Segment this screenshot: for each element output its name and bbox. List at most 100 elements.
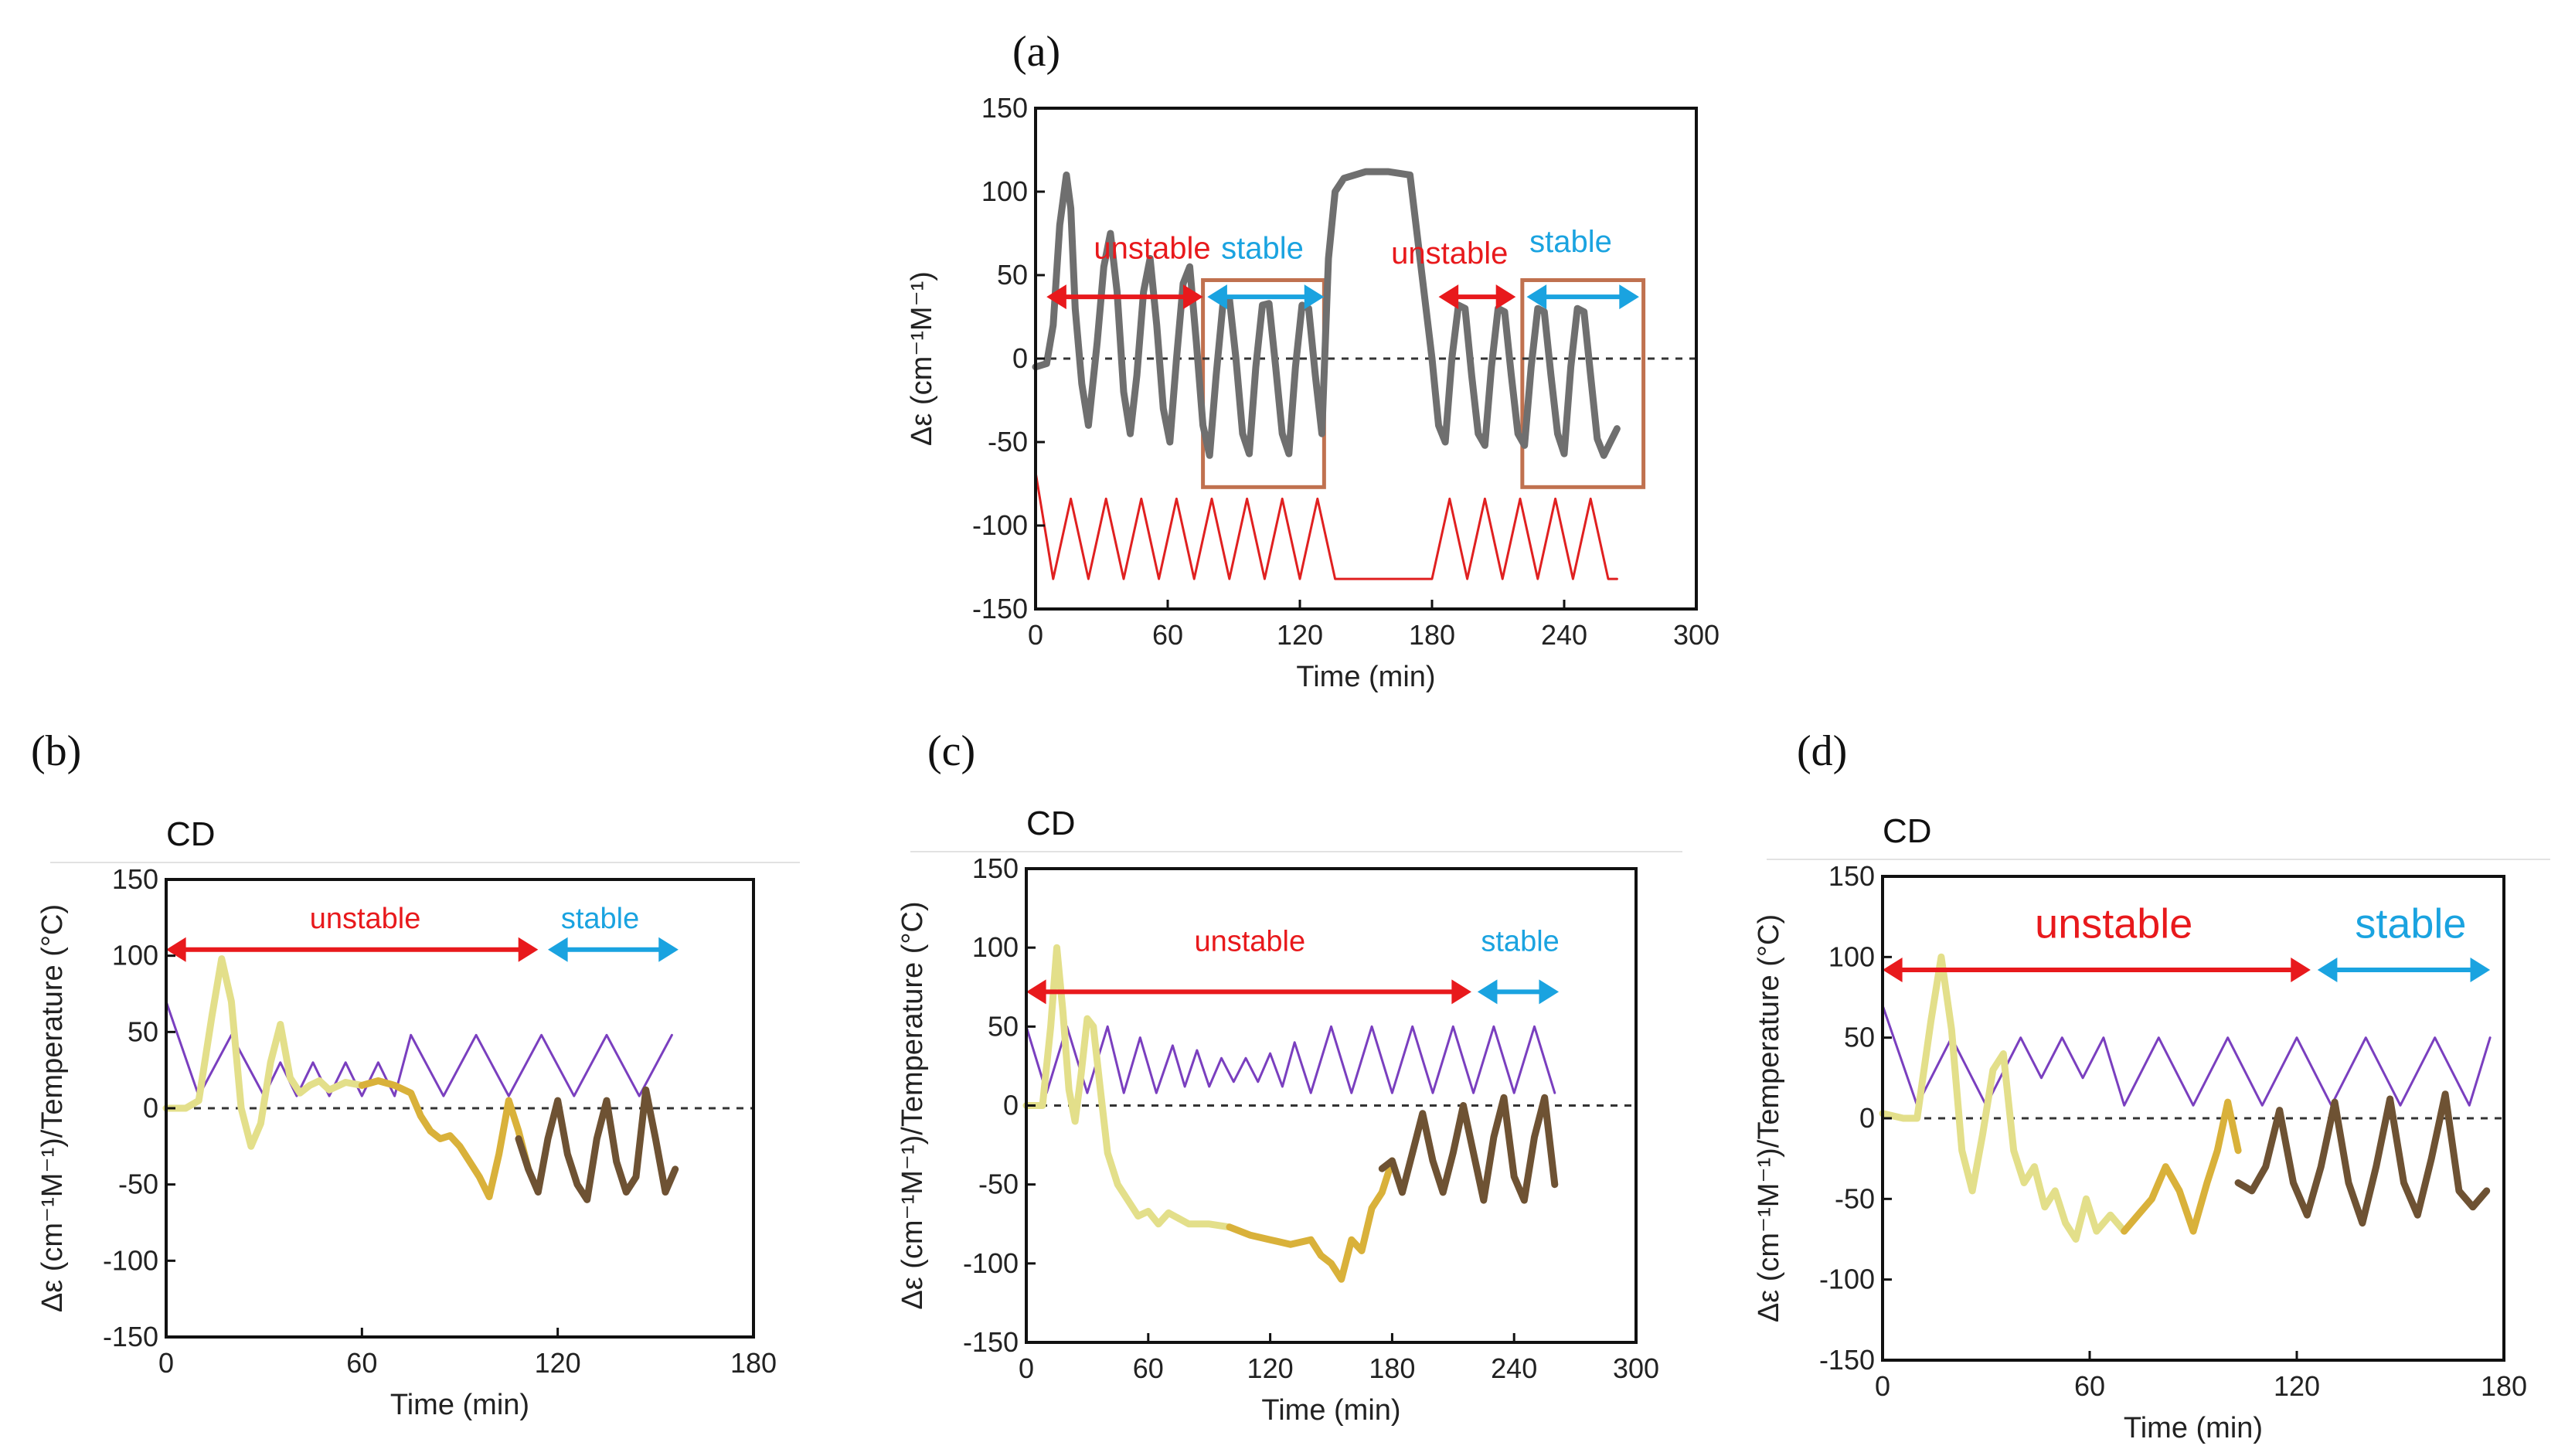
series-cd (1032, 168, 1621, 459)
y-tick-label: 50 (128, 1015, 158, 1047)
x-tick-label: 120 (1247, 1352, 1294, 1384)
y-tick-label: -100 (1819, 1264, 1875, 1295)
arrowhead-right (1451, 979, 1471, 1005)
x-tick-label: 120 (1277, 619, 1323, 651)
cd-title: CD (1026, 805, 1076, 842)
arrowhead-left (1883, 958, 1903, 983)
y-axis-label: Δε (cm⁻¹M⁻¹)/Temperature (°C) (36, 904, 69, 1312)
y-tick-label: -50 (988, 426, 1028, 458)
x-tick-label: 60 (1152, 619, 1183, 651)
y-tick-label: 0 (1859, 1102, 1875, 1134)
y-tick-label: 150 (972, 852, 1019, 884)
arrowhead-left (1526, 284, 1547, 310)
arrowhead-left (2317, 958, 2338, 983)
y-tick-label: 0 (143, 1092, 158, 1124)
x-tick-label: 180 (1409, 619, 1455, 651)
arrowhead-right (518, 937, 539, 962)
series-temperature (1034, 471, 1618, 580)
arrowhead-left (1026, 979, 1046, 1005)
arrowhead-left (1207, 284, 1227, 310)
y-tick-label: -100 (963, 1247, 1019, 1279)
x-axis-label: Time (min) (1296, 661, 1435, 693)
x-tick-label: 180 (1369, 1352, 1415, 1384)
series-cd-phase-2 (358, 1077, 532, 1200)
series-cd-phase-1 (162, 955, 366, 1150)
annotation-stable: stable (1481, 925, 1559, 958)
annotation-unstable: unstable (2035, 900, 2192, 947)
series-cd-phase-3 (1378, 1094, 1559, 1204)
y-tick-label: -150 (1819, 1344, 1875, 1376)
y-tick-label: -100 (972, 509, 1028, 541)
y-tick-label: 50 (988, 1010, 1019, 1042)
series-cd-phase-3 (515, 1086, 679, 1203)
annotation-stable: stable (1221, 231, 1304, 265)
y-axis-label: Δε (cm⁻¹M⁻¹)/Temperature (°C) (1753, 914, 1785, 1322)
panel-a: (a) unstable stable unstable stable 0 60 120 180… (906, 28, 1720, 693)
annotation-unstable: unstable (1391, 236, 1508, 270)
panel-label-b: (b) (31, 727, 81, 775)
x-tick-label: 300 (1673, 619, 1720, 651)
y-tick-label: 100 (112, 940, 158, 971)
annotation-unstable: unstable (310, 903, 421, 935)
series-temperature (1881, 1004, 2492, 1107)
arrowhead-right (1619, 284, 1639, 310)
arrowhead-left (1477, 979, 1498, 1005)
y-tick-label: 50 (997, 259, 1028, 291)
y-tick-label: 100 (981, 175, 1028, 207)
annotation-stable: stable (1529, 225, 1612, 259)
arrowhead-left (548, 937, 568, 962)
y-tick-label: -50 (1835, 1182, 1875, 1214)
stable-region-box (1520, 277, 1646, 489)
arrowhead-left (1046, 284, 1066, 310)
y-tick-label: -100 (103, 1244, 158, 1276)
y-tick-label: 150 (1828, 860, 1875, 892)
series-cd-phase-2 (2121, 1098, 2242, 1235)
y-tick-label: 100 (972, 931, 1019, 963)
series-cd-phase-2 (1226, 1157, 1396, 1283)
x-axis-label: Time (min) (1261, 1394, 1400, 1427)
y-tick-label: -150 (972, 593, 1028, 624)
y-tick-label: 50 (1844, 1022, 1875, 1053)
annotation-unstable: unstable (1094, 231, 1210, 265)
x-tick-label: 240 (1541, 619, 1587, 651)
y-tick-label: 150 (981, 92, 1028, 124)
series-cd-phase-3 (2234, 1090, 2491, 1227)
annotation-unstable: unstable (1194, 925, 1305, 958)
arrowhead-right (2470, 958, 2491, 983)
cd-title: CD (1883, 812, 1932, 850)
x-axis-label: Time (min) (390, 1389, 529, 1421)
x-tick-label: 120 (2274, 1370, 2320, 1402)
arrowhead-right (1183, 284, 1203, 310)
x-tick-label: 120 (535, 1347, 581, 1379)
arrowhead-right (1495, 284, 1516, 310)
arrowhead-right (658, 937, 679, 962)
arrowhead-right (2291, 958, 2311, 983)
x-tick-label: 60 (2074, 1370, 2105, 1402)
x-tick-label: 300 (1613, 1352, 1659, 1384)
y-axis-label: Δε (cm⁻¹M⁻¹) (906, 271, 938, 446)
y-tick-label: -50 (118, 1169, 158, 1200)
series-cd-phase-1 (1879, 953, 2128, 1243)
series-cd-phase-1 (1022, 944, 1233, 1231)
x-tick-label: 240 (1491, 1352, 1537, 1384)
panel-label-a: (a) (1012, 28, 1060, 76)
arrowhead-left (1438, 284, 1459, 310)
x-tick-label: 0 (1875, 1370, 1890, 1402)
y-tick-label: 100 (1828, 941, 1875, 972)
x-tick-label: 0 (158, 1347, 174, 1379)
panel-label-c: (c) (927, 727, 975, 775)
y-tick-label: 0 (1003, 1090, 1019, 1121)
panel-label-d: (d) (1797, 727, 1847, 775)
x-tick-label: 60 (346, 1347, 377, 1379)
annotation-stable: stable (2355, 900, 2466, 947)
x-tick-label: 0 (1028, 619, 1043, 651)
panel-b: (b) CD unstable stable 0 60 120 180 150 100 50 0 -50… (31, 727, 800, 1421)
y-tick-label: -50 (978, 1169, 1019, 1200)
x-tick-label: 60 (1133, 1352, 1164, 1384)
cd-title: CD (166, 815, 216, 853)
x-tick-label: 0 (1019, 1352, 1034, 1384)
y-tick-label: 0 (1012, 342, 1028, 374)
y-tick-label: -150 (963, 1326, 1019, 1358)
y-axis-label: Δε (cm⁻¹M⁻¹)/Temperature (°C) (896, 901, 929, 1309)
